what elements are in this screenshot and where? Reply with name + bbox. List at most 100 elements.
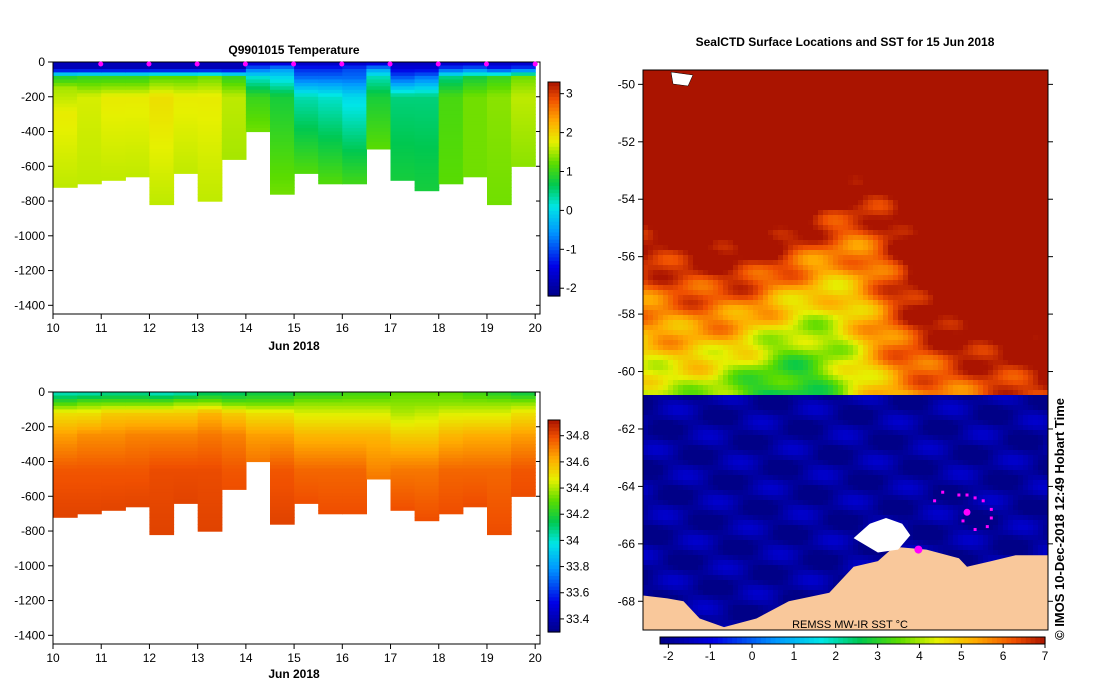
profile-cell <box>197 79 223 84</box>
profile-cell <box>511 89 536 94</box>
sst-cell <box>713 160 719 166</box>
sst-cell <box>943 240 949 246</box>
profile-cell <box>53 419 78 424</box>
sst-cell <box>948 170 954 176</box>
sst-cell <box>818 250 824 256</box>
sst-cell <box>853 265 859 271</box>
sst-cell <box>708 265 714 271</box>
sst-cell <box>963 205 969 211</box>
profile-cell <box>197 520 223 525</box>
sst-cell <box>1008 170 1014 176</box>
sst-cell <box>898 175 904 181</box>
sst-cell <box>743 95 749 101</box>
sst-cell <box>723 185 729 191</box>
sst-cell <box>998 225 1004 231</box>
sst-cell <box>748 235 754 241</box>
profile-cell <box>487 103 512 108</box>
sst-cell <box>798 265 804 271</box>
profile-cell <box>318 465 343 470</box>
sst-cell <box>768 140 774 146</box>
sst-cell <box>668 165 674 171</box>
profile-cell <box>390 89 416 94</box>
profile-cell <box>342 447 367 452</box>
profile-cell <box>77 162 102 167</box>
sst-cell <box>948 270 954 276</box>
sst-cell <box>743 145 749 151</box>
sst-cell <box>743 150 749 156</box>
sst-cell <box>658 130 664 136</box>
profile-cell <box>414 89 440 94</box>
sst-cell <box>943 105 949 111</box>
sst-cell <box>723 120 729 126</box>
sst-cell <box>888 210 894 216</box>
sst-cell <box>678 140 684 146</box>
profile-cell <box>245 419 271 424</box>
profile-cell <box>414 69 440 74</box>
sst-cell <box>798 130 804 136</box>
sst-cell <box>828 250 834 256</box>
sst-cell <box>998 110 1004 116</box>
y-tick-label: -600 <box>21 489 45 503</box>
sst-cell <box>698 245 704 251</box>
profile-cell <box>270 187 295 192</box>
sst-cell <box>643 100 649 106</box>
profile-cell <box>438 86 464 91</box>
sst-cell <box>898 190 904 196</box>
x-tick-label: 17 <box>384 651 398 665</box>
profile-column <box>149 62 175 206</box>
sst-cell <box>823 190 829 196</box>
profile-cell <box>221 121 247 126</box>
sst-cell <box>888 220 894 226</box>
colorbar-swatch <box>548 437 560 442</box>
sst-cell <box>648 245 654 251</box>
sst-cell <box>1013 105 1019 111</box>
profile-cell <box>149 155 175 160</box>
profile-cell <box>390 399 416 404</box>
sst-cell <box>678 100 684 106</box>
profile-cell <box>511 96 536 101</box>
sst-cell <box>758 135 764 141</box>
profile-cell <box>318 416 343 421</box>
sst-cell <box>668 125 674 131</box>
sst-cell <box>683 190 689 196</box>
profile-cell <box>149 506 175 511</box>
sst-cell <box>868 180 874 186</box>
sst-cell <box>753 220 759 226</box>
profile-cell <box>245 124 271 129</box>
sst-cell <box>828 165 834 171</box>
sst-cell <box>958 125 964 131</box>
profile-cell <box>342 402 367 407</box>
sst-cell <box>948 150 954 156</box>
sst-cell <box>778 165 784 171</box>
sst-cell <box>1028 145 1034 151</box>
profile-cell <box>487 148 512 153</box>
sst-cell <box>788 240 794 246</box>
profile-cell <box>101 444 126 449</box>
colorbar-swatch <box>548 103 560 108</box>
sst-cell <box>953 75 959 81</box>
sst-cell <box>683 95 689 101</box>
sst-cell <box>693 80 699 86</box>
sst-cell <box>958 205 964 211</box>
sst-cell <box>903 195 909 201</box>
profile-cell <box>487 194 512 199</box>
sst-cell <box>733 135 739 141</box>
profile-cell <box>511 79 536 84</box>
sst-cell <box>908 145 914 151</box>
sst-cell <box>843 225 849 231</box>
profile-column <box>414 392 440 522</box>
colorbar-swatch <box>548 610 560 615</box>
sst-cell <box>768 90 774 96</box>
sst-cell <box>773 155 779 161</box>
profile-cell <box>197 114 223 119</box>
profile-cell <box>173 433 199 438</box>
sst-cell <box>663 175 669 181</box>
sst-cell <box>778 215 784 221</box>
sst-cell <box>773 140 779 146</box>
sst-cell <box>943 200 949 206</box>
sst-cell <box>1023 70 1029 76</box>
sst-cell <box>728 195 734 201</box>
sst-cell <box>868 95 874 101</box>
profile-cell <box>149 75 175 80</box>
sst-cell <box>898 240 904 246</box>
